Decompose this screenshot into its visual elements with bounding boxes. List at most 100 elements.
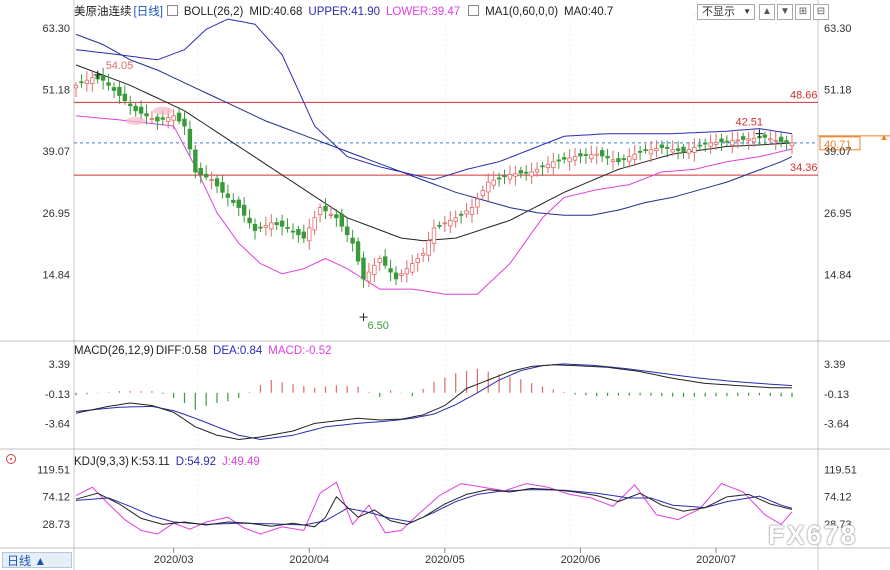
candle[interactable] xyxy=(296,228,301,236)
candle[interactable] xyxy=(567,157,572,163)
candle[interactable] xyxy=(160,117,165,120)
candle[interactable] xyxy=(269,222,274,230)
candle[interactable] xyxy=(366,271,372,282)
candle[interactable] xyxy=(138,106,144,114)
candle[interactable] xyxy=(654,148,659,151)
macd-pane[interactable] xyxy=(75,363,793,441)
candle[interactable] xyxy=(307,227,312,242)
candle[interactable] xyxy=(572,156,578,161)
candle[interactable] xyxy=(648,149,654,155)
candle[interactable] xyxy=(486,181,491,193)
candle[interactable] xyxy=(703,142,708,145)
candle[interactable] xyxy=(675,148,681,151)
checkbox-icon[interactable] xyxy=(468,5,480,16)
candle[interactable] xyxy=(252,223,258,231)
candle[interactable] xyxy=(301,231,307,239)
candle[interactable] xyxy=(345,226,350,236)
candle[interactable] xyxy=(258,226,263,229)
candle[interactable] xyxy=(431,227,437,244)
candle[interactable] xyxy=(458,213,464,216)
candle[interactable] xyxy=(697,144,702,147)
candle[interactable] xyxy=(382,256,388,266)
candle[interactable] xyxy=(659,144,665,148)
candle[interactable] xyxy=(231,199,236,203)
candle[interactable] xyxy=(686,149,692,154)
candle[interactable] xyxy=(236,199,241,208)
candle[interactable] xyxy=(507,174,513,180)
candle[interactable] xyxy=(491,179,496,186)
candle[interactable] xyxy=(209,179,214,181)
candle[interactable] xyxy=(399,273,404,276)
candle[interactable] xyxy=(627,156,632,162)
scroll-down-button[interactable]: ▼ xyxy=(777,4,793,20)
candle[interactable] xyxy=(610,159,616,162)
candle[interactable] xyxy=(735,139,740,142)
candle[interactable] xyxy=(404,268,410,275)
candle[interactable] xyxy=(133,105,138,112)
candle[interactable] xyxy=(784,140,789,143)
candle[interactable] xyxy=(73,84,79,89)
candle[interactable] xyxy=(637,150,643,153)
display-select[interactable]: 不显示 ▼ xyxy=(697,4,755,20)
candle[interactable] xyxy=(643,149,648,152)
candle[interactable] xyxy=(578,153,583,157)
candle[interactable] xyxy=(279,220,285,227)
candle[interactable] xyxy=(203,173,209,178)
candle[interactable] xyxy=(171,115,176,121)
candle[interactable] xyxy=(149,118,155,120)
candle[interactable] xyxy=(605,155,610,159)
candle[interactable] xyxy=(393,272,399,280)
candle[interactable] xyxy=(166,117,171,122)
candle[interactable] xyxy=(464,210,469,215)
candle[interactable] xyxy=(670,149,675,153)
candle[interactable] xyxy=(730,140,735,146)
candle[interactable] xyxy=(122,93,128,101)
candle[interactable] xyxy=(263,224,269,228)
candle[interactable] xyxy=(415,258,420,263)
candle[interactable] xyxy=(328,213,334,216)
candle[interactable] xyxy=(518,170,523,174)
candle[interactable] xyxy=(762,134,768,138)
candle[interactable] xyxy=(496,177,502,180)
candle[interactable] xyxy=(182,118,187,127)
candle[interactable] xyxy=(448,219,453,227)
candle[interactable] xyxy=(540,165,545,168)
candle[interactable] xyxy=(556,159,561,162)
candle[interactable] xyxy=(708,142,713,147)
candle[interactable] xyxy=(524,171,529,174)
candle[interactable] xyxy=(241,204,247,216)
candle[interactable] xyxy=(312,217,317,231)
candle[interactable] xyxy=(420,253,426,256)
candle[interactable] xyxy=(193,149,198,173)
kdj-settings-icon[interactable] xyxy=(6,454,16,464)
candle[interactable] xyxy=(247,217,252,224)
candle[interactable] xyxy=(681,146,686,152)
candle[interactable] xyxy=(317,207,323,215)
candle[interactable] xyxy=(616,158,621,163)
candle[interactable] xyxy=(111,87,117,91)
candle[interactable] xyxy=(594,153,599,156)
candle[interactable] xyxy=(469,207,475,215)
candle[interactable] xyxy=(144,113,149,117)
candle[interactable] xyxy=(740,136,746,140)
candle[interactable] xyxy=(561,157,567,160)
scroll-up-button[interactable]: ▲ xyxy=(759,4,775,20)
candle[interactable] xyxy=(513,173,518,177)
candle[interactable] xyxy=(410,263,415,273)
period-button[interactable]: 日线 ▲ xyxy=(2,552,72,568)
candle[interactable] xyxy=(453,217,458,223)
candle[interactable] xyxy=(388,268,393,273)
candle[interactable] xyxy=(128,103,133,107)
zoom-in-button[interactable]: ⊞ xyxy=(795,4,811,20)
candle[interactable] xyxy=(746,138,751,141)
candle[interactable] xyxy=(372,264,377,275)
candle[interactable] xyxy=(632,153,637,160)
candle[interactable] xyxy=(665,146,670,149)
candle[interactable] xyxy=(90,77,95,84)
candle[interactable] xyxy=(187,128,193,150)
candle[interactable] xyxy=(713,141,719,145)
candle[interactable] xyxy=(323,205,328,212)
candle[interactable] xyxy=(117,86,122,96)
candle[interactable] xyxy=(789,142,795,147)
